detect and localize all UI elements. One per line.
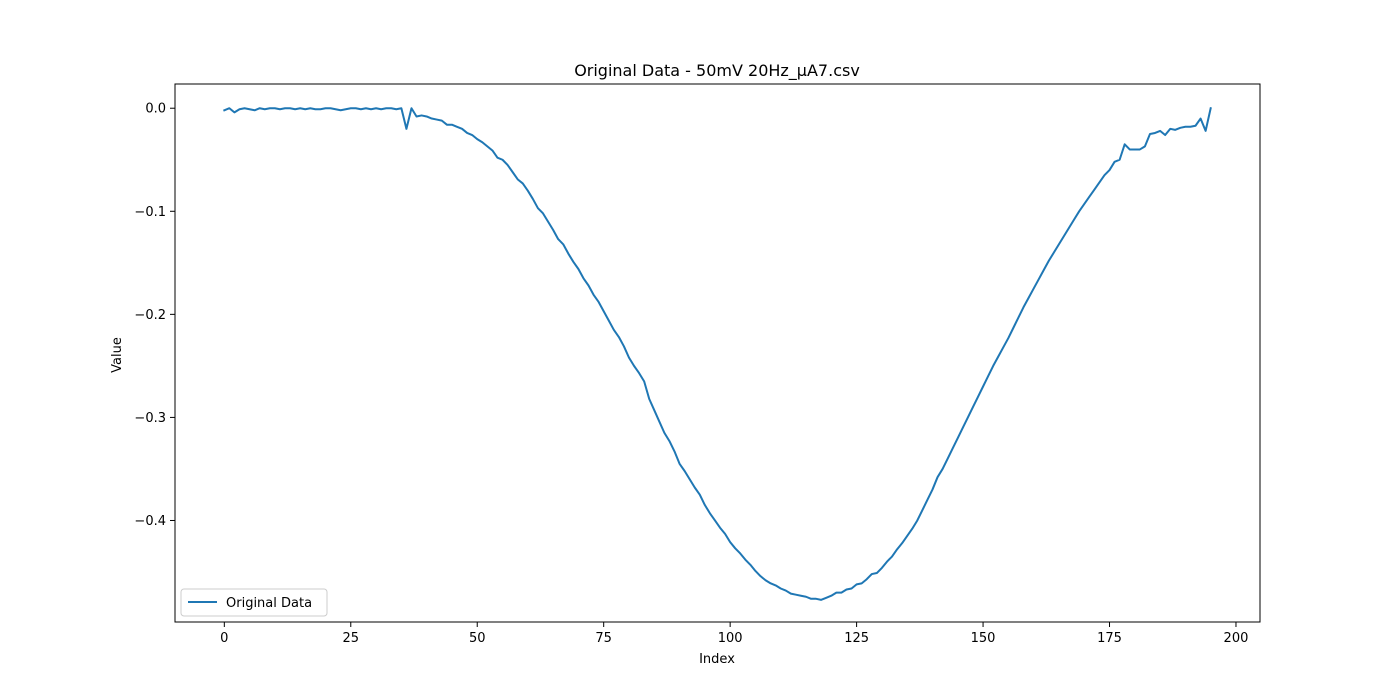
x-tick-label: 50 — [469, 631, 486, 646]
series-layer — [223, 107, 1212, 601]
plot-frame — [174, 83, 1261, 623]
y-tick-label: −0.4 — [134, 514, 166, 529]
x-tick-label: 0 — [220, 631, 228, 646]
x-axis-title: Index — [699, 652, 735, 667]
x-tick-label: 100 — [718, 631, 743, 646]
x-tick-label: 125 — [844, 631, 869, 646]
y-axis-ticks: 0.0 −0.1 −0.2 −0.3 −0.4 — [134, 102, 175, 529]
y-axis-title: Value — [110, 337, 125, 373]
series-line-original-data — [223, 107, 1212, 601]
y-tick-label: 0.0 — [145, 102, 166, 117]
x-tick-label: 25 — [343, 631, 360, 646]
y-tick-label: −0.3 — [134, 411, 166, 426]
x-tick-label: 200 — [1224, 631, 1249, 646]
plot-area-background — [175, 84, 1260, 622]
legend-label-original-data: Original Data — [226, 596, 312, 611]
y-tick-label: −0.2 — [134, 308, 166, 323]
legend: Original Data — [180, 588, 328, 617]
x-axis-ticks: 0 25 50 75 100 125 150 175 200 — [220, 622, 1248, 646]
y-tick-label: −0.1 — [134, 205, 166, 220]
chart-title: Original Data - 50mV 20Hz_µA7.csv — [574, 61, 860, 81]
x-tick-label: 175 — [1097, 631, 1122, 646]
legend-box — [180, 588, 328, 617]
x-tick-label: 75 — [595, 631, 612, 646]
x-tick-label: 150 — [971, 631, 996, 646]
